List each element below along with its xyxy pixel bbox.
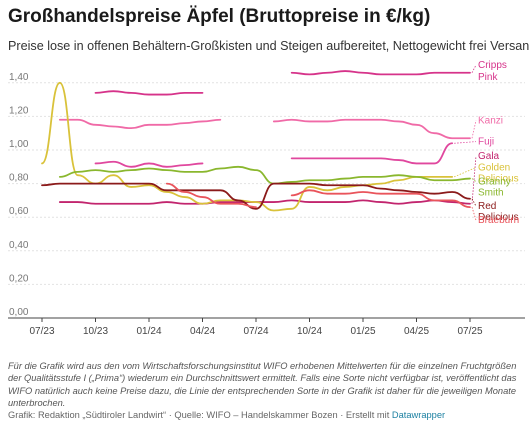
series-line — [58, 118, 222, 130]
chart-credit: Grafik: Redaktion „Südtiroler Landwirt“ … — [8, 410, 445, 420]
series-label: Smith — [478, 188, 504, 199]
x-tick-label: 01/25 — [350, 326, 375, 337]
grid-lines — [8, 82, 525, 319]
series-line — [272, 118, 471, 140]
series-labels: CrippsPinkKanziFujiGalaGoldenDeliciousGr… — [454, 60, 519, 226]
series-line — [58, 165, 471, 185]
x-axis: 07/23 10/23 01/24 04/24 07/24 10/24 01/25 04/25… — [29, 318, 483, 337]
label-connector — [454, 167, 477, 178]
series-label: Golden — [478, 162, 510, 173]
series-label: Cripps — [478, 60, 507, 71]
series-line — [41, 182, 471, 210]
series-label: Pink — [478, 72, 498, 83]
y-tick-label: 0,20 — [9, 273, 29, 284]
label-connector — [471, 156, 477, 204]
series-label: Gala — [478, 151, 500, 162]
x-tick-label: 01/24 — [136, 326, 161, 337]
series-line — [94, 160, 204, 168]
y-tick-label: 1,40 — [9, 72, 29, 83]
label-connector — [471, 198, 477, 207]
series-label: Granny — [478, 177, 511, 188]
x-tick-label: 10/24 — [297, 326, 322, 337]
series-line — [94, 90, 204, 96]
series-label: Kanzi — [478, 115, 503, 126]
series-label: Delicious — [478, 212, 519, 223]
label-connector — [454, 141, 477, 144]
series-lines — [41, 70, 471, 212]
series-label: Braeburn — [478, 215, 519, 226]
chart-footnote: Für die Grafik wird aus den vom Wirtscha… — [8, 361, 517, 408]
y-tick-label: 0,60 — [9, 206, 29, 217]
y-tick-label: 1,00 — [9, 139, 29, 150]
datawrapper-link[interactable]: Datawrapper — [391, 410, 446, 420]
series-line — [290, 70, 471, 76]
series-line — [41, 81, 454, 212]
label-connector — [471, 178, 477, 182]
x-tick-label: 07/23 — [29, 326, 54, 337]
y-axis: 0,00 0,20 0,40 0,60 0,80 1,00 1,20 1,40 — [9, 72, 29, 318]
line-chart: 0,00 0,20 0,40 0,60 0,80 1,00 1,20 1,40 07/23 10… — [8, 60, 525, 337]
x-tick-label: 04/24 — [190, 326, 215, 337]
credit-text: Grafik: Redaktion „Südtiroler Landwirt“ … — [8, 410, 392, 420]
series-line — [165, 182, 257, 209]
y-tick-label: 0,40 — [9, 240, 29, 251]
label-connector — [471, 64, 477, 73]
y-tick-label: 0,00 — [9, 307, 29, 318]
x-tick-label: 04/25 — [404, 326, 429, 337]
series-line — [58, 199, 471, 205]
series-label: Red — [478, 201, 496, 212]
chart-subtitle: Preise lose in offenen Behältern-Großkis… — [8, 39, 529, 53]
y-tick-label: 0,80 — [9, 173, 29, 184]
series-line — [290, 142, 454, 165]
x-tick-label: 10/23 — [83, 326, 108, 337]
series-line — [290, 189, 471, 209]
x-tick-label: 07/25 — [457, 326, 482, 337]
label-connector — [471, 207, 477, 221]
x-tick-label: 07/24 — [243, 326, 268, 337]
y-tick-label: 1,20 — [9, 105, 29, 116]
series-label: Delicious — [478, 173, 519, 184]
chart-title: Großhandelspreise Äpfel (Bruttopreise in… — [8, 6, 431, 27]
label-connector — [471, 120, 477, 139]
series-label: Fuji — [478, 137, 494, 148]
